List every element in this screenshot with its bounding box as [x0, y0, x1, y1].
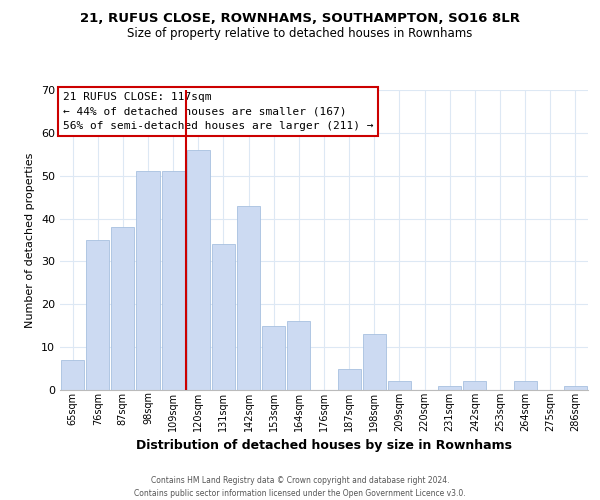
Bar [136, 172, 160, 390]
Bar [564, 386, 587, 390]
Bar [514, 382, 537, 390]
Bar [61, 360, 84, 390]
Bar [338, 368, 361, 390]
Text: Contains HM Land Registry data © Crown copyright and database right 2024.
Contai: Contains HM Land Registry data © Crown c… [134, 476, 466, 498]
X-axis label: Distribution of detached houses by size in Rownhams: Distribution of detached houses by size … [136, 439, 512, 452]
Bar [363, 334, 386, 390]
Bar [237, 206, 260, 390]
Bar [212, 244, 235, 390]
Text: Size of property relative to detached houses in Rownhams: Size of property relative to detached ho… [127, 28, 473, 40]
Y-axis label: Number of detached properties: Number of detached properties [25, 152, 35, 328]
Bar [388, 382, 411, 390]
Bar [287, 322, 310, 390]
Bar [262, 326, 285, 390]
Bar [438, 386, 461, 390]
Text: 21, RUFUS CLOSE, ROWNHAMS, SOUTHAMPTON, SO16 8LR: 21, RUFUS CLOSE, ROWNHAMS, SOUTHAMPTON, … [80, 12, 520, 26]
Bar [111, 227, 134, 390]
Bar [463, 382, 487, 390]
Bar [86, 240, 109, 390]
Text: 21 RUFUS CLOSE: 117sqm
← 44% of detached houses are smaller (167)
56% of semi-de: 21 RUFUS CLOSE: 117sqm ← 44% of detached… [62, 92, 373, 131]
Bar [161, 172, 185, 390]
Bar [187, 150, 210, 390]
